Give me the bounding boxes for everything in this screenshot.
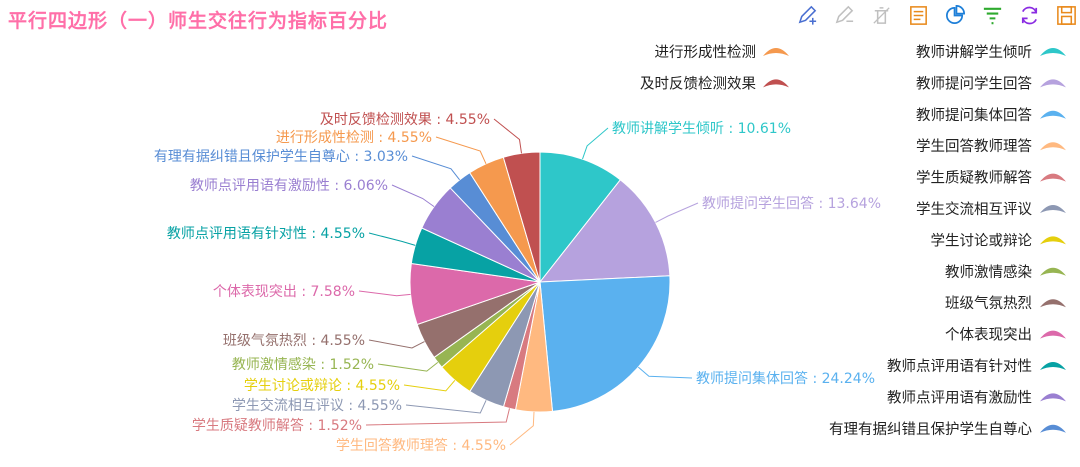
legend-label: 学生质疑教师解答 [916,170,1032,187]
chart-title: 平行四边形（一）师生交往行为指标百分比 [8,10,389,32]
legend-item[interactable]: 及时反馈检测效果 [640,75,789,92]
label-leader-line [509,411,535,446]
pie-slice[interactable] [539,151,622,284]
pie-slice[interactable] [539,275,671,412]
legend-swatch-icon [1040,205,1066,213]
slice-label: 学生讨论或辩论 : 4.55% [244,378,400,394]
legend-swatch-icon [1040,236,1066,245]
refresh-icon[interactable] [1017,3,1042,28]
legend-label: 有理有据纠错且保护学生自尊心 [829,421,1032,438]
label-leader-line [582,127,609,160]
legend-swatch-icon [1040,142,1066,151]
legend-swatch-icon [763,79,789,88]
legend-item[interactable]: 进行形成性检测 [655,44,790,61]
slice-label: 教师点评用语有针对性 : 4.55% [167,226,365,242]
save-icon[interactable] [1054,3,1079,28]
mark-icon[interactable] [795,3,820,28]
legend-label: 个体表现突出 [945,327,1032,344]
legend-item[interactable]: 个体表现突出 [945,327,1066,344]
slice-label: 教师点评用语有激励性 : 6.06% [190,177,388,194]
legend-label: 学生讨论或辩论 [931,232,1033,249]
legend-item[interactable]: 学生回答教师理答 [916,138,1066,155]
slice-label: 教师提问集体回答 : 24.24% [696,370,875,387]
label-leader-line [405,400,487,414]
legend-label: 进行形成性检测 [655,44,757,61]
label-leader-line [411,155,460,181]
slice-label: 教师激情感染 : 1.52% [232,356,374,373]
mark-clear-icon[interactable] [869,3,894,28]
legend-swatch-icon [1040,299,1066,308]
label-leader-line [377,362,439,372]
pie-slice[interactable] [502,151,541,283]
legend-label: 教师提问集体回答 [916,107,1032,124]
legend-swatch-icon [1040,267,1066,276]
legend-label: 教师激情感染 [945,264,1032,281]
label-leader-line [403,379,456,392]
legend-swatch-icon [1040,393,1066,402]
label-leader-line [435,136,487,165]
slice-label: 教师讲解学生倾听 : 10.61% [612,121,791,137]
legend-item[interactable]: 班级气氛热烈 [945,295,1066,312]
legend-label: 教师提问学生回答 [916,75,1032,92]
legend-swatch-icon [763,48,789,56]
legend-swatch-icon [1040,330,1066,339]
legend-item[interactable]: 教师讲解学生倾听 [916,44,1066,61]
legend-swatch-icon [1040,79,1066,88]
pie-chart-icon[interactable] [943,3,968,28]
legend-label: 班级气氛热烈 [945,295,1032,312]
legend-label: 教师点评用语有针对性 [887,358,1032,375]
slice-label: 学生交流相互评议 : 4.55% [232,397,402,414]
legend-item[interactable]: 教师点评用语有激励性 [887,389,1066,406]
legend-item[interactable]: 教师提问集体回答 [916,107,1066,124]
legend-label: 学生回答教师理答 [916,138,1032,155]
legend-item[interactable]: 教师提问学生回答 [916,75,1066,92]
label-leader-line [637,366,693,379]
legend-item[interactable]: 教师激情感染 [945,264,1066,281]
label-leader-line [365,408,510,426]
legend-label: 教师点评用语有激励性 [887,389,1032,406]
slice-label: 教师提问学生回答 : 13.64% [702,195,881,212]
toolbox [795,3,1079,28]
legend-label: 及时反馈检测效果 [640,75,756,92]
label-leader-line [368,339,425,349]
label-leader-line [655,202,699,223]
mark-undo-icon[interactable] [832,3,857,28]
slice-label: 学生质疑教师解答 : 1.52% [192,417,362,434]
legend-swatch-icon [1040,362,1066,370]
label-leader-line [493,118,522,154]
label-leader-line [391,184,435,208]
legend-label: 教师讲解学生倾听 [916,44,1032,61]
legend-item[interactable]: 学生讨论或辩论 [931,232,1067,249]
legend-item[interactable]: 教师点评用语有针对性 [887,358,1066,375]
slice-label: 班级气氛热烈 : 4.55% [223,333,365,349]
legend-swatch-icon [1040,173,1066,182]
legend-swatch-icon [1040,48,1066,56]
slice-label: 有理有据纠错且保护学生自尊心 : 3.03% [154,148,408,165]
slice-label: 学生回答教师理答 : 4.55% [336,437,506,454]
legend-item[interactable]: 学生质疑教师解答 [916,170,1066,187]
filter-icon[interactable] [980,3,1005,28]
legend-swatch-icon [1040,424,1066,433]
legend-label: 学生交流相互评议 [916,200,1032,218]
legend-swatch-icon [1040,110,1066,119]
slice-label: 及时反馈检测效果 : 4.55% [320,112,490,128]
data-view-icon[interactable] [906,3,931,28]
label-leader-line [358,290,411,297]
legend-item[interactable]: 有理有据纠错且保护学生自尊心 [829,421,1066,438]
legend-item[interactable]: 学生交流相互评议 [916,200,1066,218]
slice-label: 进行形成性检测 : 4.55% [276,130,432,146]
slice-label: 个体表现突出 : 7.58% [213,284,355,300]
label-leader-line [368,232,416,246]
